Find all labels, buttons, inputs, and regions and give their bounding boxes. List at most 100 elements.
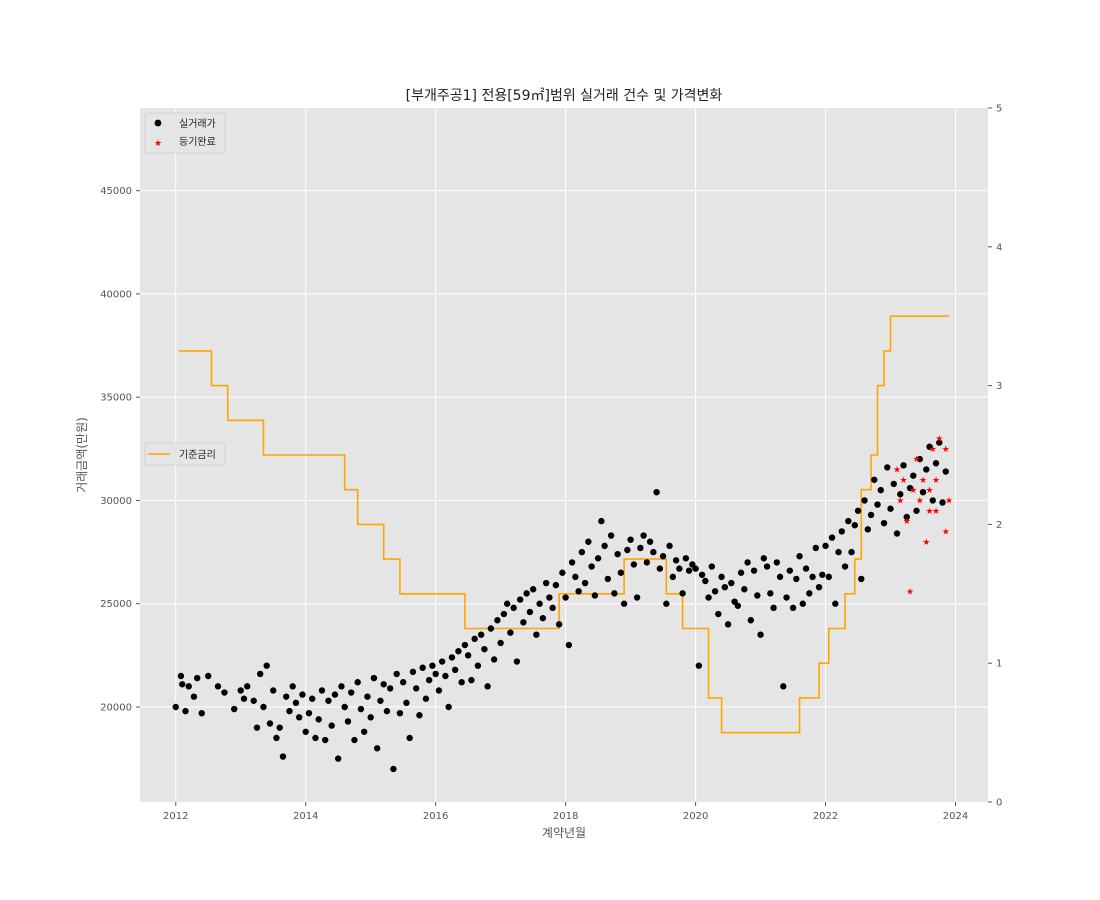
trade-point (685, 567, 693, 574)
registered-point: ★ (925, 486, 933, 496)
trade-point (237, 687, 244, 694)
trade-point (858, 575, 865, 583)
y2-tick-label: 3 (996, 381, 1002, 392)
trade-point (780, 683, 787, 690)
trade-point (793, 575, 800, 583)
trade-point (328, 722, 335, 729)
trade-point (923, 466, 930, 473)
trade-point (464, 652, 472, 659)
trade-point (559, 569, 566, 576)
rate-series (178, 315, 950, 734)
trade-point (838, 528, 845, 535)
x-tick-label: 2022 (813, 811, 838, 822)
trade-point (767, 590, 774, 597)
x-tick-label: 2024 (943, 811, 968, 822)
trade-point (257, 670, 264, 678)
trade-point (676, 565, 683, 572)
trade-point (477, 631, 485, 638)
trade-point (806, 590, 813, 597)
rate-step-line (178, 315, 950, 734)
trade-point (845, 517, 852, 525)
trade-point (903, 513, 910, 521)
trade-point (832, 600, 839, 607)
trade-point (737, 569, 745, 576)
registered-series: ★★★★★★★★★★★★★★★★★★★ (893, 434, 953, 597)
trade-point (887, 505, 894, 512)
trade-point (240, 695, 248, 702)
trade-point (617, 569, 625, 576)
trade-point (198, 709, 205, 717)
trade-point (520, 619, 527, 626)
registered-point: ★ (922, 538, 930, 548)
trade-point (926, 443, 933, 450)
trade-point (796, 553, 803, 560)
y-ticks: 20000 25000 30000 35000 40000 45000 (100, 186, 140, 713)
trade-point (266, 720, 274, 727)
legend-rate-label: 기준금리 (179, 449, 216, 461)
trade-point (490, 656, 498, 663)
trade-point (936, 439, 943, 446)
trade-point (718, 573, 725, 581)
registered-point: ★ (942, 527, 950, 537)
trade-point (403, 699, 410, 707)
y2-tick-label: 0 (996, 798, 1002, 809)
trade-point (734, 602, 742, 609)
trade-point (190, 693, 198, 700)
trade-point (494, 617, 501, 624)
trade-point (815, 583, 823, 591)
trade-point (542, 579, 550, 587)
trade-point (383, 707, 391, 715)
trade-point (601, 542, 608, 550)
trade-point (461, 641, 469, 649)
trade-point (864, 526, 871, 533)
trade-point (419, 664, 426, 671)
trade-point (399, 679, 407, 686)
trade-point (305, 709, 313, 717)
trade-point (351, 736, 358, 744)
trade-point (250, 697, 257, 704)
trade-point (370, 674, 378, 682)
legend-main: 실거래가 ★ 등기완료 (144, 112, 226, 154)
trade-point (396, 709, 404, 717)
registered-point: ★ (916, 496, 924, 506)
trade-point (432, 670, 439, 678)
grid (140, 108, 988, 802)
trade-point (877, 486, 884, 494)
trade-point (315, 716, 322, 723)
x-tick-label: 2020 (683, 811, 708, 822)
y2-tick-label: 1 (996, 659, 1002, 670)
trade-point (819, 571, 826, 578)
legend-rate-frame (144, 442, 226, 466)
trade-point (783, 594, 790, 601)
trade-point (835, 548, 842, 556)
trade-point (487, 625, 495, 632)
trade-point (575, 588, 582, 595)
trade-point (334, 755, 342, 762)
trade-point (789, 604, 797, 612)
trade-point (529, 586, 537, 593)
trade-point (468, 676, 475, 684)
trade-point (302, 728, 309, 735)
trade-point (523, 590, 530, 597)
trade-point (744, 559, 751, 566)
legend-trade-marker (154, 119, 162, 127)
trade-point (422, 695, 430, 702)
trade-point (409, 668, 417, 676)
y-tick-label: 35000 (100, 393, 132, 404)
trade-point (711, 588, 719, 595)
trade-point (377, 697, 384, 704)
trade-point (393, 670, 400, 678)
trade-point (630, 561, 638, 568)
legend-rate: 기준금리 (144, 442, 226, 466)
trade-point (679, 590, 686, 597)
trade-point (754, 592, 761, 599)
trade-point (851, 522, 858, 529)
trade-point (906, 484, 914, 492)
y-tick-label: 20000 (100, 702, 132, 713)
trade-point (604, 575, 612, 583)
trade-point (884, 464, 891, 471)
trade-point (552, 581, 560, 589)
trade-point (312, 734, 319, 742)
trade-point (286, 707, 293, 715)
trade-point (221, 689, 228, 696)
